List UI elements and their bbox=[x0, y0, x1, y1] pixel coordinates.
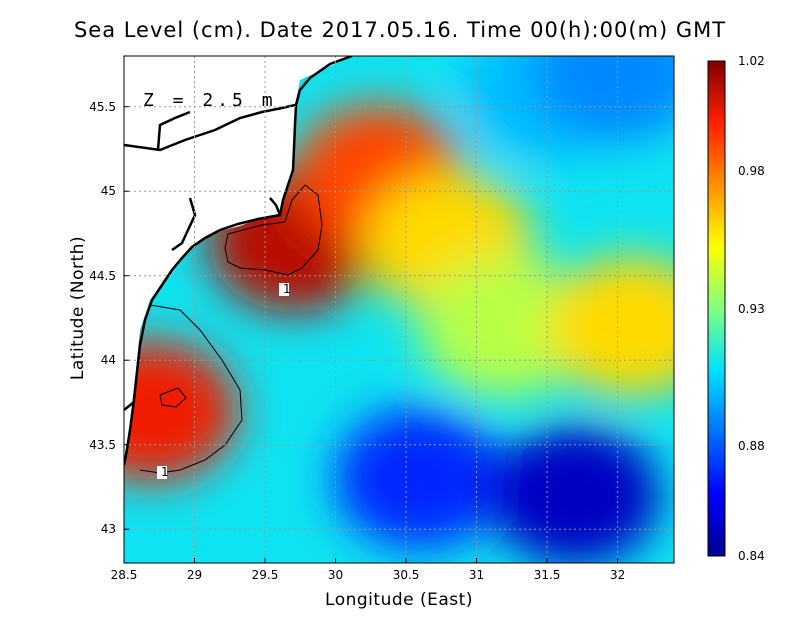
x-tick-label: 30 bbox=[327, 568, 344, 582]
y-tick-label: 43.5 bbox=[89, 437, 116, 452]
y-tick-label: 43 bbox=[100, 522, 116, 537]
x-tick-label: 29.5 bbox=[251, 568, 279, 582]
y-tick-label: 44.5 bbox=[89, 268, 116, 283]
coastline bbox=[124, 56, 353, 466]
field-sample bbox=[490, 425, 661, 563]
x-axis-label: Longitude (East) bbox=[325, 590, 473, 610]
x-tick-label: 29 bbox=[186, 568, 203, 582]
colorbar bbox=[707, 60, 726, 557]
colorbar-tick-label: 0.88 bbox=[738, 439, 765, 453]
y-tick-label: 45 bbox=[100, 184, 116, 199]
contour-label: 1 bbox=[283, 282, 291, 296]
y-axis-label: Latitude (North) bbox=[68, 235, 88, 381]
field-sample bbox=[124, 340, 238, 481]
x-tick-label: 30.5 bbox=[392, 568, 420, 582]
x-tick-label: 31.5 bbox=[533, 568, 561, 582]
grid-lines bbox=[124, 56, 674, 563]
colorbar-tick-label: 1.02 bbox=[738, 54, 765, 68]
field-sample bbox=[335, 408, 506, 549]
colorbar-tick-label: 0.98 bbox=[738, 164, 765, 178]
y-axis-ticks bbox=[124, 106, 129, 530]
colorbar-tick-label: 0.84 bbox=[738, 549, 765, 563]
y-tick-label: 45.5 bbox=[89, 99, 116, 114]
contour-lines bbox=[139, 184, 323, 474]
contour-label: 1 bbox=[161, 465, 169, 479]
y-tick-label: 44 bbox=[100, 353, 116, 368]
colorbar-tick-label: 0.93 bbox=[738, 301, 765, 316]
x-axis-ticks bbox=[123, 558, 619, 563]
field-sample bbox=[532, 56, 674, 143]
land-mask bbox=[124, 56, 352, 465]
x-tick-label: 32 bbox=[609, 568, 626, 582]
x-tick-label: 31 bbox=[468, 568, 485, 582]
chart-title: Sea Level (cm). Date 2017.05.16. Time 00… bbox=[73, 18, 727, 42]
field-sample bbox=[546, 256, 674, 397]
contour-label-boxes bbox=[157, 283, 289, 479]
plot-frame bbox=[123, 55, 675, 564]
x-tick-label: 28.5 bbox=[110, 568, 138, 582]
depth-annotation: Z = 2.5 m bbox=[143, 90, 277, 111]
